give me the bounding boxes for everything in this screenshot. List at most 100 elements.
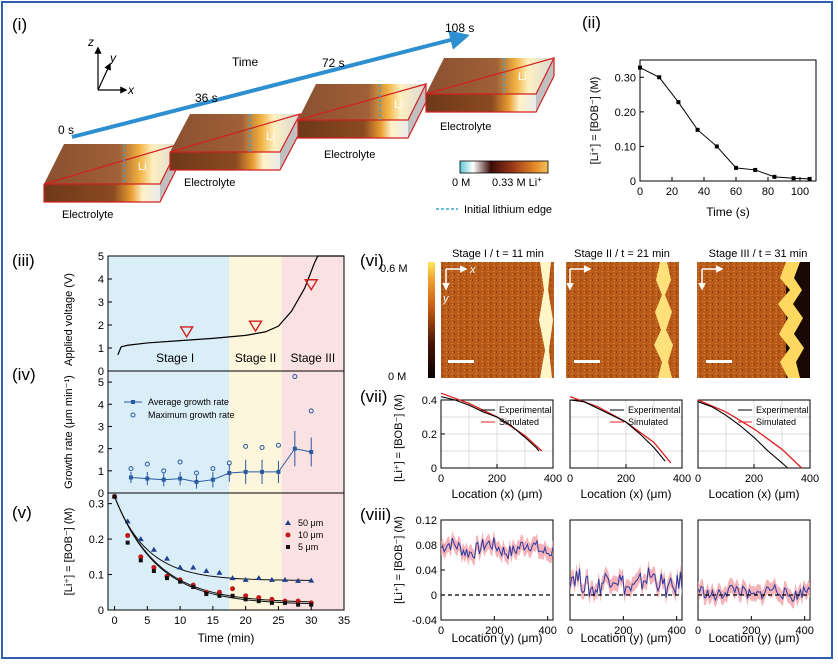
panel-i-colorbar — [459, 160, 549, 174]
viii-mean-line — [697, 583, 811, 603]
v-point-50um — [255, 575, 262, 581]
viii-xlabel: Location (y) (μm) — [709, 631, 800, 645]
vi-title-3: Stage III / t = 31 min — [709, 248, 808, 260]
v-fit-curve — [114, 496, 312, 603]
vi-image-2 — [566, 262, 679, 378]
iv-ytick-label: 2 — [98, 444, 104, 456]
v-legend-10um-marker — [285, 532, 291, 538]
v-legend-5um-marker — [286, 545, 290, 549]
ii-ylabel: [Li⁺] = [BOB⁻] (M) — [589, 77, 601, 165]
vii-xtick-label: 0 — [695, 473, 701, 485]
vii-experimental-line — [697, 401, 788, 469]
viii-ylabel: [Li⁺] = [BOB⁻] (M) — [393, 516, 405, 604]
v-xtick-label: 25 — [272, 615, 284, 627]
iv-max-point — [194, 470, 199, 476]
ii-xtick-label: 100 — [791, 186, 809, 198]
ii-xtick-label: 80 — [762, 186, 774, 198]
v-point-50um — [150, 546, 157, 552]
viii-xtick-label: 400 — [538, 625, 556, 637]
v-point-5um — [178, 579, 183, 584]
iv-legend-avg-label: Average growth rate — [148, 397, 229, 407]
v-xlabel: Time (min) — [198, 631, 255, 645]
vi-colorbar-min: 0 M — [388, 371, 406, 383]
time-arrow — [71, 30, 470, 139]
iii-stage-label: Stage II — [235, 351, 276, 365]
vii-simulated-line — [697, 399, 803, 469]
v-point-10um — [125, 533, 131, 539]
v-xtick-label: 30 — [305, 615, 317, 627]
viii-mean-line — [440, 537, 554, 560]
v-xtick-label: 20 — [240, 615, 252, 627]
electrolyte-label-1: Electrolyte — [184, 177, 235, 189]
ii-xtick-label: 20 — [666, 186, 678, 198]
v-point-5um — [256, 599, 261, 604]
viii-xtick-label: 200 — [614, 625, 632, 637]
iv-avg-point — [128, 475, 133, 480]
v-point-50um — [229, 575, 236, 581]
viii-band — [441, 530, 553, 567]
iv-max-point — [292, 374, 298, 380]
v-xtick-label: 5 — [144, 615, 150, 627]
li-label-2: Li — [394, 99, 403, 111]
v-point-50um — [137, 536, 144, 542]
iii-marker — [303, 279, 319, 292]
vii-legend-exp-label: Experimental — [499, 405, 552, 415]
v-point-50um — [308, 577, 315, 583]
iv-max-point — [177, 459, 183, 465]
iii-ytick-label: 2 — [98, 320, 104, 332]
iv-avg-point — [276, 469, 281, 474]
panel-i-3d-renderings: z y x Time 0 s 36 s 72 s 108 s Li Electr… — [43, 21, 556, 221]
v-fit-curve — [114, 496, 312, 605]
li-label-1: Li — [266, 131, 275, 143]
v-fit-curve — [114, 496, 312, 581]
v-point-5um — [296, 602, 301, 607]
viii-ytick-label: 0.08 — [416, 540, 437, 552]
vii-xtick-label: 400 — [673, 473, 691, 485]
vii-xtick-label: 400 — [544, 473, 562, 485]
v-stage-bg — [281, 493, 344, 610]
ii-ytick-label: 0 — [630, 176, 636, 188]
v-point-50um — [190, 564, 197, 570]
iii-ylabel: Applied voltage (V) — [63, 273, 75, 366]
ii-ytick-label: 0.10 — [615, 141, 636, 153]
edge-legend-label: Initial lithium edge — [464, 204, 552, 216]
iv-max-point — [308, 408, 314, 414]
ii-xlabel: Time (s) — [706, 205, 750, 219]
ii-ytick-label: 0.20 — [615, 107, 636, 119]
v-point-5um — [283, 600, 287, 605]
time-72s: 72 s — [322, 56, 345, 70]
vii-ylabel: [Li⁺] = [BOB⁻] (M) — [393, 394, 405, 482]
ii-point — [638, 65, 642, 70]
iii-stage-bg — [281, 256, 344, 371]
y-axis-arrow — [97, 62, 111, 91]
v-ylabel: [Li⁺] = [BOB⁻] (M) — [63, 508, 75, 596]
iii-stage-label: Stage I — [156, 351, 194, 365]
v-point-10um — [269, 596, 275, 602]
iii-voltage-line — [117, 255, 344, 356]
iv-stage-bg — [229, 371, 282, 493]
iv-legend-max-marker — [130, 412, 136, 418]
iv-ytick-label: 1 — [98, 466, 104, 478]
v-xtick-label: 35 — [338, 615, 350, 627]
vii-ytick-label: 0 — [431, 463, 437, 475]
vi-colorbar-max: 0.6 M — [380, 263, 408, 275]
panel-label-iv: (iv) — [12, 365, 36, 384]
electrolyte-label-0: Electrolyte — [62, 209, 113, 221]
vii-legend-exp-label: Experimental — [756, 405, 809, 415]
electrolyte-label-3: Electrolyte — [440, 121, 491, 133]
v-point-5um — [138, 558, 143, 563]
iii-stage-bg — [229, 256, 282, 371]
vii-experimental-line — [440, 396, 540, 452]
li-label-0: Li — [138, 161, 147, 173]
viii-ytick-label: 0.04 — [416, 565, 437, 577]
panel-label-i: (i) — [12, 15, 27, 34]
v-point-10um — [295, 598, 301, 604]
iv-max-point — [226, 460, 232, 466]
v-point-5um — [165, 576, 169, 581]
v-point-10um — [243, 593, 249, 599]
iii-stage-bg — [108, 256, 230, 371]
time-36s: 36 s — [195, 91, 218, 105]
ii-point — [657, 75, 662, 80]
v-legend-50um-label: 50 μm — [298, 518, 323, 528]
vi-title-2: Stage II / t = 21 min — [574, 248, 670, 260]
